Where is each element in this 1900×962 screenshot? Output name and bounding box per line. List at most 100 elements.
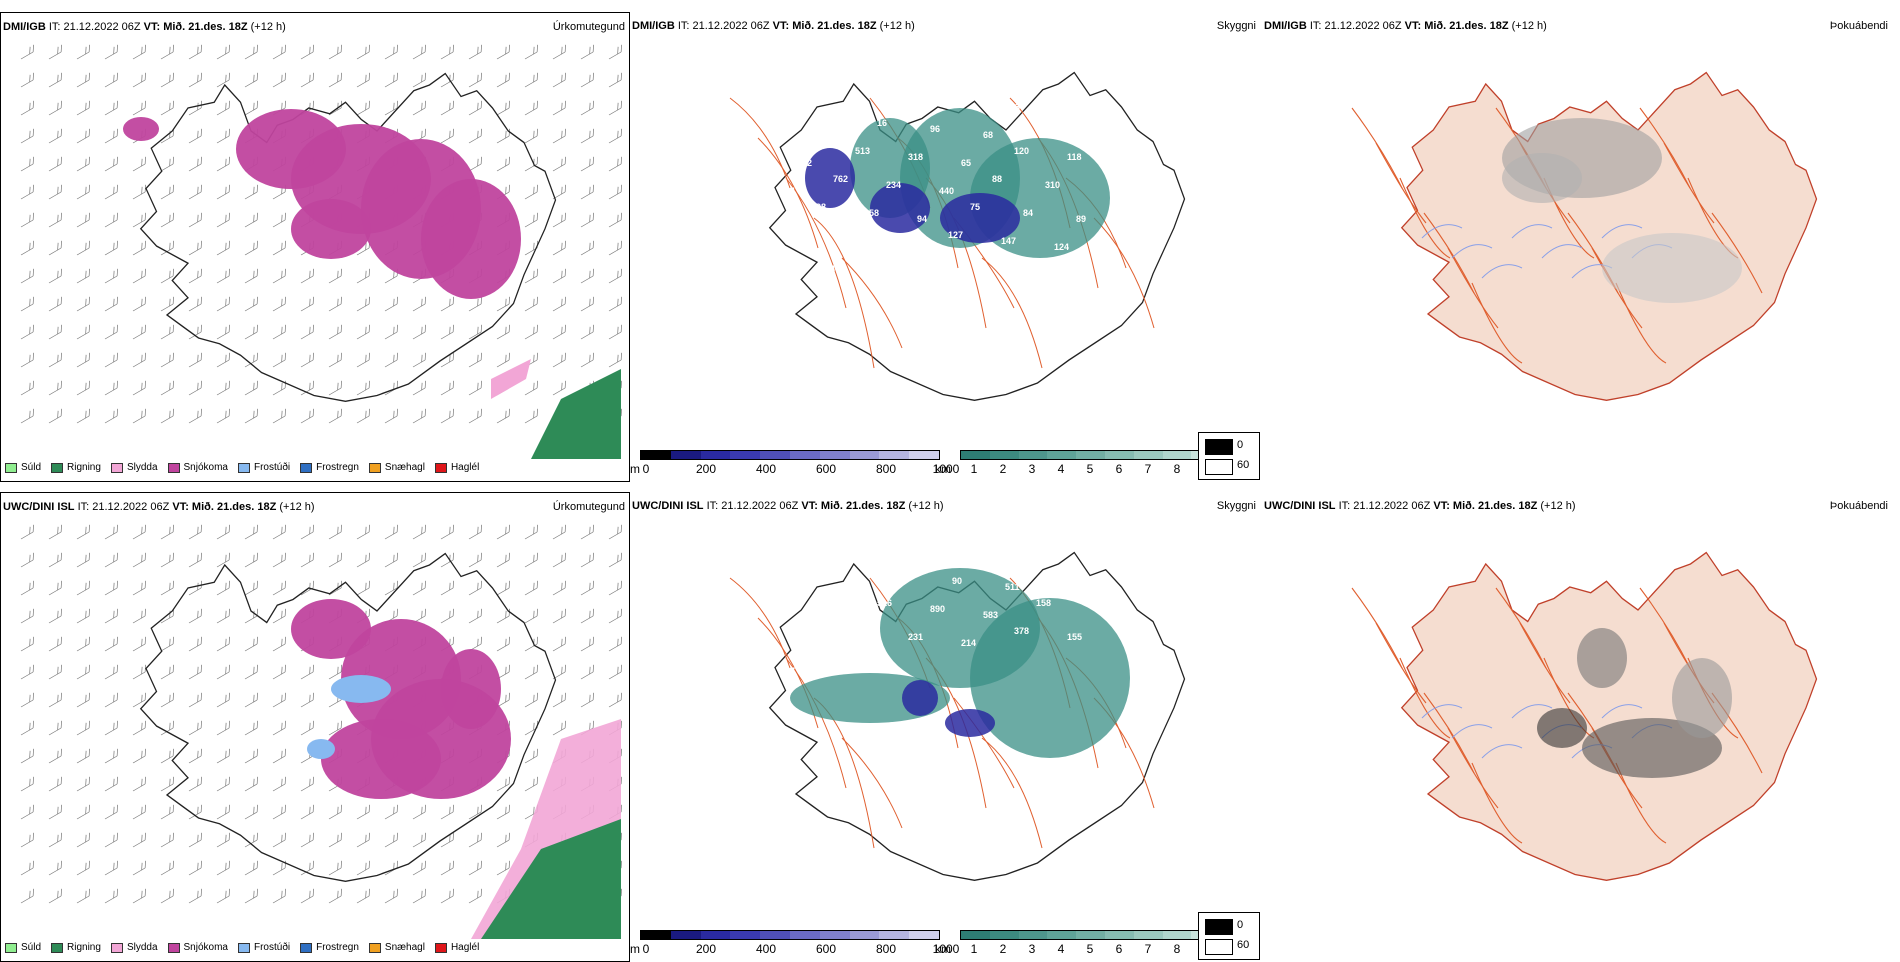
- visibility-label: 550: [793, 96, 808, 106]
- tick-label: 4: [1057, 462, 1065, 476]
- tick-label: 8: [1173, 942, 1181, 956]
- legend-item: Frostregn: [300, 942, 359, 953]
- tick-label: 1000: [932, 462, 960, 476]
- visibility-label: 231: [908, 632, 923, 642]
- vt-label: VT:: [143, 21, 161, 33]
- visibility-label: 794: [780, 186, 795, 196]
- visibility-label: 90: [952, 576, 962, 586]
- precip-map: [20, 44, 622, 459]
- legend-label: Rigning: [67, 942, 101, 953]
- tick-label: 400: [755, 942, 777, 956]
- vt-label: VT:: [172, 501, 189, 513]
- visibility-label: 125: [802, 638, 817, 648]
- legend-swatch: [110, 942, 123, 953]
- model-name: DMI/IGB: [632, 20, 675, 32]
- legend-item: Frostúði: [237, 942, 291, 953]
- tick-label: 800: [875, 942, 897, 956]
- model-name: DMI/IGB: [3, 21, 46, 33]
- fog-legend-swatch: [1205, 439, 1233, 455]
- precip-legend: Súld Rigning Slydda Snjókoma Frostúði Frostre…: [5, 942, 479, 953]
- panel-title: Skyggni: [1216, 20, 1256, 32]
- legend-swatch: [51, 942, 64, 953]
- tick-label: 6: [1115, 462, 1123, 476]
- legend-item: Slydda: [110, 462, 158, 473]
- legend-item: Slydda: [110, 942, 158, 953]
- visibility-label: 158: [1036, 598, 1051, 608]
- model-name: UWC/DINI ISL: [1264, 500, 1336, 512]
- fog-legend-label: 0: [1237, 439, 1244, 451]
- visibility-label: 16: [877, 118, 887, 128]
- cloud-base-unit: m: [630, 462, 640, 476]
- legend-item: Súld: [5, 462, 41, 473]
- legend-swatch: [368, 462, 381, 473]
- visibility-label: 96: [930, 124, 940, 134]
- visibility-label: 105: [749, 152, 764, 162]
- visibility-label: 133: [824, 610, 839, 620]
- init-time: IT: 21.12.2022 06Z: [77, 501, 170, 513]
- precip-legend: Súld Rigning Slydda Snjókoma Frostúði Frostre…: [5, 462, 479, 473]
- legend-label: Frostúði: [253, 942, 291, 953]
- init-time: IT: 21.12.2022 06Z: [48, 21, 141, 33]
- visibility-label: 157: [780, 666, 795, 676]
- visibility-label: 583: [983, 610, 998, 620]
- legend-item: Súld: [5, 942, 41, 953]
- tick-label: 0: [642, 942, 650, 956]
- visibility-label: 52: [873, 270, 883, 280]
- panel-top-fog: DMI/IGB IT: 21.12.2022 06Z VT: Mið. 21.d…: [1262, 12, 1892, 482]
- panel-header: UWC/DINI ISL IT: 21.12.2022 06Z VT: Mið.…: [632, 500, 944, 512]
- legend-label: Slydda: [126, 942, 158, 953]
- tick-label: 5: [1086, 462, 1094, 476]
- fog-legend-swatch: [1205, 919, 1233, 935]
- model-name: UWC/DINI ISL: [3, 501, 75, 513]
- model-name: UWC/DINI ISL: [632, 500, 704, 512]
- legend-swatch: [237, 462, 250, 473]
- visibility-label: 413: [771, 604, 786, 614]
- visibility-unit: km: [935, 942, 951, 956]
- panel-title: Úrkomutegund: [552, 21, 625, 33]
- panel-header: DMI/IGB IT: 21.12.2022 06Z VT: Mið. 21.d…: [632, 20, 915, 32]
- visibility-label: 153: [1005, 102, 1020, 112]
- vt-value: Mið. 21.des. 18Z: [191, 501, 277, 513]
- visibility-label: 234: [886, 180, 901, 190]
- legend-label: Frostregn: [316, 462, 359, 473]
- init-time: IT: 21.12.2022 06Z: [1309, 20, 1402, 32]
- legend-label: Frostregn: [316, 942, 359, 953]
- legend-label: Frostúði: [253, 462, 291, 473]
- legend-item: Snæhagl: [368, 942, 425, 953]
- legend-item: Haglél: [434, 942, 479, 953]
- vt-value: Mið. 21.des. 18Z: [163, 21, 248, 33]
- vt-value: Mið. 21.des. 18Z: [1424, 20, 1509, 32]
- legend-label: Slydda: [126, 462, 158, 473]
- visibility-label: 310: [1045, 180, 1060, 190]
- visibility-label: 230: [899, 90, 914, 100]
- vt-label: VT:: [1404, 20, 1422, 32]
- fog-legend: 0 60: [1198, 432, 1260, 480]
- visibility-label: 365: [749, 632, 764, 642]
- legend-swatch: [51, 462, 64, 473]
- panel-title: Úrkomutegund: [552, 501, 625, 513]
- legend-swatch: [5, 942, 17, 953]
- init-time: IT: 21.12.2022 06Z: [1338, 500, 1431, 512]
- model-name: DMI/IGB: [1264, 20, 1307, 32]
- visibility-label: 87: [833, 654, 843, 664]
- visibility-label: 890: [930, 604, 945, 614]
- visibility-label: 133: [842, 236, 857, 246]
- legend-swatch: [110, 462, 123, 473]
- visibility-label: 516: [877, 598, 892, 608]
- panel-header: UWC/DINI ISL IT: 21.12.2022 06Z VT: Mið.…: [3, 501, 315, 513]
- fog-legend-swatch: [1205, 459, 1233, 475]
- visibility-label: 511: [1005, 582, 1020, 592]
- visibility-label: 378: [1014, 626, 1029, 636]
- panel-header: DMI/IGB IT: 21.12.2022 06Z VT: Mið. 21.d…: [1264, 20, 1547, 32]
- visibility-label: 999: [740, 90, 755, 100]
- fog-legend-label: 60: [1237, 939, 1250, 951]
- vt-label: VT:: [772, 20, 790, 32]
- legend-label: Snæhagl: [384, 462, 425, 473]
- legend-label: Rigning: [67, 462, 101, 473]
- panel-header: DMI/IGB IT: 21.12.2022 06Z VT: Mið. 21.d…: [3, 21, 286, 33]
- visibility-label: 130: [895, 242, 910, 252]
- forecast-offset: (+12 h): [879, 20, 915, 32]
- tick-label: 3: [1028, 462, 1036, 476]
- fog-legend-swatch: [1205, 939, 1233, 955]
- legend-swatch: [300, 942, 313, 953]
